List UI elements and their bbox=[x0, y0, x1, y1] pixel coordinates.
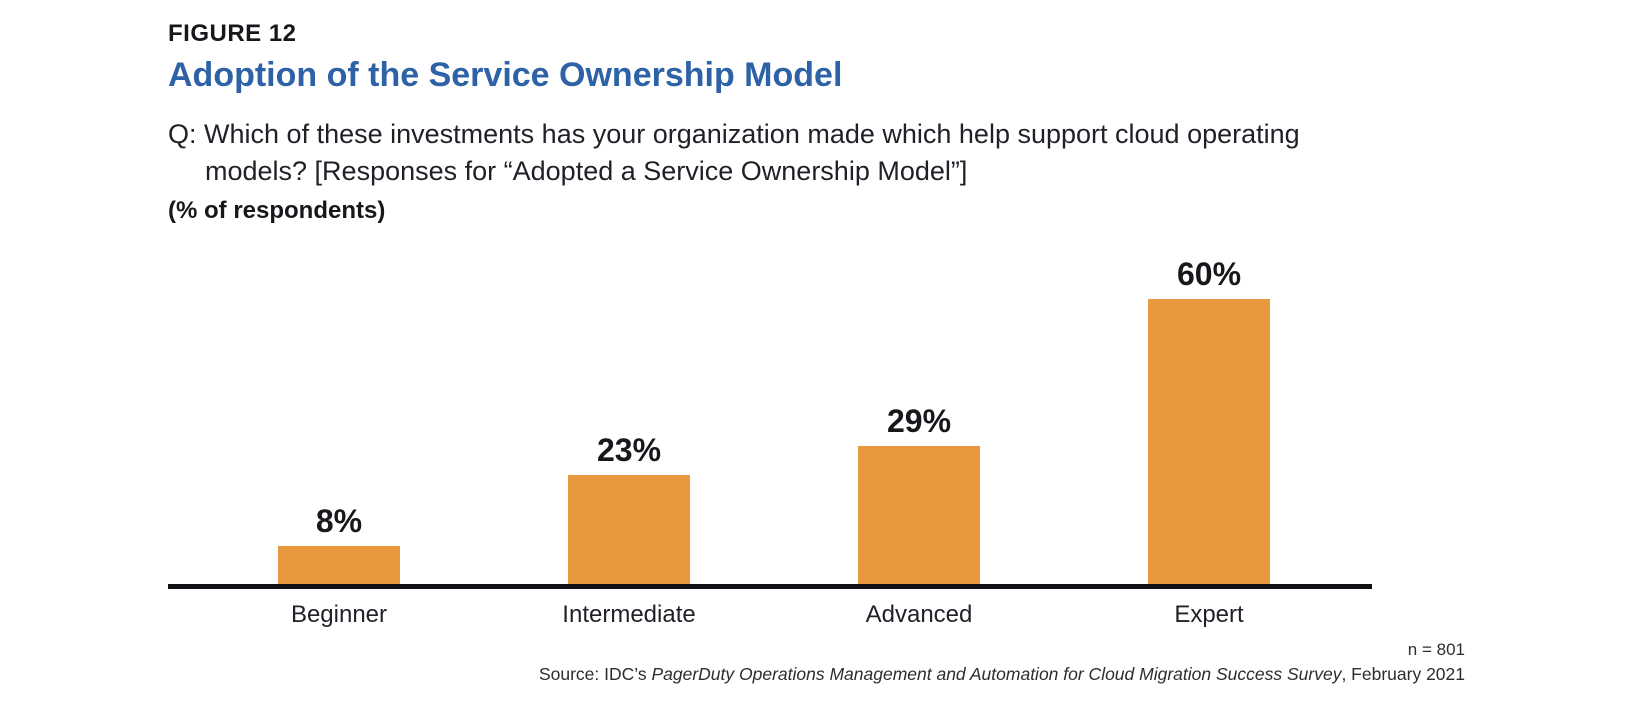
figure-container: FIGURE 12 Adoption of the Service Owners… bbox=[168, 0, 1478, 726]
category-label: Beginner bbox=[290, 601, 388, 628]
survey-question: Q: Which of these investments has your o… bbox=[168, 116, 1358, 190]
category-label: Advanced bbox=[865, 601, 973, 628]
units-label: (% of respondents) bbox=[168, 197, 386, 224]
category-label: Expert bbox=[1174, 601, 1244, 628]
question-prefix: Q: bbox=[168, 119, 197, 149]
bar bbox=[1148, 299, 1270, 584]
bar-value-label: 29% bbox=[886, 403, 952, 439]
bar-column: 8% bbox=[278, 503, 400, 584]
chart-footer: n = 801 Source: IDC’s PagerDuty Operatio… bbox=[168, 640, 1465, 685]
bar-column: 23% bbox=[568, 432, 690, 584]
category-axis-labels: Beginner Intermediate Advanced Expert bbox=[168, 589, 1372, 629]
question-text: Which of these investments has your orga… bbox=[204, 119, 1300, 186]
bar bbox=[278, 546, 400, 584]
bar bbox=[568, 475, 690, 584]
plot-area: 8% 23% 29% 60% bbox=[168, 256, 1372, 584]
bar-value-label: 23% bbox=[596, 432, 662, 468]
source-attribution: Source: IDC’s PagerDuty Operations Manag… bbox=[168, 664, 1465, 685]
bar-chart: 8% 23% 29% 60% Beginner Intermediate Advanced… bbox=[168, 256, 1372, 629]
x-axis-line bbox=[168, 584, 1372, 589]
category-label: Intermediate bbox=[562, 601, 696, 628]
bar-value-label: 8% bbox=[315, 503, 363, 539]
bar bbox=[858, 446, 980, 584]
figure-number-label: FIGURE 12 bbox=[168, 20, 297, 47]
bar-value-label: 60% bbox=[1176, 256, 1242, 292]
bar-column: 60% bbox=[1148, 256, 1270, 584]
sample-size-note: n = 801 bbox=[1407, 640, 1465, 659]
source-survey-name: PagerDuty Operations Management and Auto… bbox=[651, 664, 1342, 684]
source-suffix: , February 2021 bbox=[1341, 664, 1465, 684]
source-prefix: Source: IDC’s bbox=[538, 664, 652, 684]
bar-column: 29% bbox=[858, 403, 980, 584]
figure-title: Adoption of the Service Ownership Model bbox=[168, 56, 843, 94]
